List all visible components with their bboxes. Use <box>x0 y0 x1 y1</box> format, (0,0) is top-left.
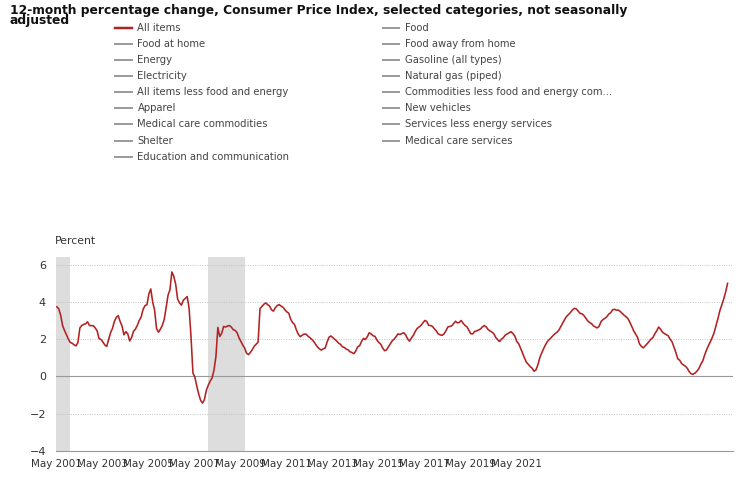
Text: Medical care commodities: Medical care commodities <box>137 119 268 130</box>
Text: adjusted: adjusted <box>10 14 70 27</box>
Text: Services less energy services: Services less energy services <box>405 119 552 130</box>
Text: Food away from home: Food away from home <box>405 39 516 49</box>
Text: Food at home: Food at home <box>137 39 206 49</box>
Text: Gasoline (all types): Gasoline (all types) <box>405 55 502 65</box>
Text: Percent: Percent <box>55 236 96 246</box>
Text: All items less food and energy: All items less food and energy <box>137 87 289 97</box>
Text: Medical care services: Medical care services <box>405 136 513 146</box>
Text: Shelter: Shelter <box>137 136 173 146</box>
Text: Electricity: Electricity <box>137 71 187 81</box>
Text: Education and communication: Education and communication <box>137 152 290 162</box>
Text: Apparel: Apparel <box>137 103 176 113</box>
Bar <box>55 257 71 451</box>
Text: Energy: Energy <box>137 55 172 65</box>
Text: Natural gas (piped): Natural gas (piped) <box>405 71 502 81</box>
Text: Food: Food <box>405 23 429 33</box>
Bar <box>208 257 244 451</box>
Text: Commodities less food and energy com...: Commodities less food and energy com... <box>405 87 612 97</box>
Text: All items: All items <box>137 23 181 33</box>
Text: 12-month percentage change, Consumer Price Index, selected categories, not seaso: 12-month percentage change, Consumer Pri… <box>10 4 627 17</box>
Text: New vehicles: New vehicles <box>405 103 471 113</box>
